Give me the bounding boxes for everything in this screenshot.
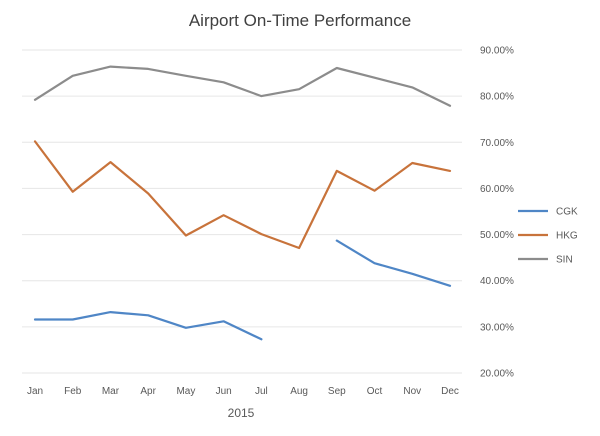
y-tick-label: 80.00% [480, 92, 514, 103]
legend: CGK HKG SIN [518, 207, 578, 266]
x-axis-label: 2015 [228, 406, 255, 420]
x-tick-label: Jul [255, 386, 268, 397]
legend-label-cgk: CGK [556, 207, 578, 218]
y-axis-ticks: 20.00% 30.00% 40.00% 50.00% 60.00% 70.00% 80.0… [480, 46, 514, 380]
x-tick-label: Nov [403, 386, 421, 397]
x-tick-label: Aug [290, 386, 308, 397]
series-line-cgk [335, 239, 452, 287]
y-tick-label: 50.00% [480, 230, 514, 241]
x-tick-label: Oct [367, 386, 383, 397]
x-tick-label: Feb [64, 386, 82, 397]
grid-layer [22, 49, 462, 374]
y-tick-label: 20.00% [480, 369, 514, 380]
x-tick-label: Sep [328, 386, 346, 397]
y-tick-label: 30.00% [480, 322, 514, 333]
x-tick-label: Jun [216, 386, 232, 397]
x-tick-label: Dec [441, 386, 459, 397]
legend-label-hkg: HKG [556, 231, 578, 242]
series-line-hkg [33, 140, 452, 250]
x-tick-label: Apr [140, 386, 156, 397]
y-tick-label: 70.00% [480, 138, 514, 149]
y-tick-label: 90.00% [480, 46, 514, 57]
series-layer [33, 65, 452, 341]
x-tick-label: Mar [102, 386, 120, 397]
x-tick-label: Jan [27, 386, 43, 397]
series-line-sin [33, 65, 452, 107]
series-line-cgk [33, 311, 263, 341]
y-tick-label: 40.00% [480, 276, 514, 287]
x-tick-label: May [176, 386, 195, 397]
x-axis-ticks: Jan Feb Mar Apr May Jun Jul Aug Sep Oct Nov Dec [27, 386, 459, 397]
y-tick-label: 60.00% [480, 184, 514, 195]
chart-title: Airport On-Time Performance [189, 11, 411, 30]
legend-label-sin: SIN [556, 255, 573, 266]
